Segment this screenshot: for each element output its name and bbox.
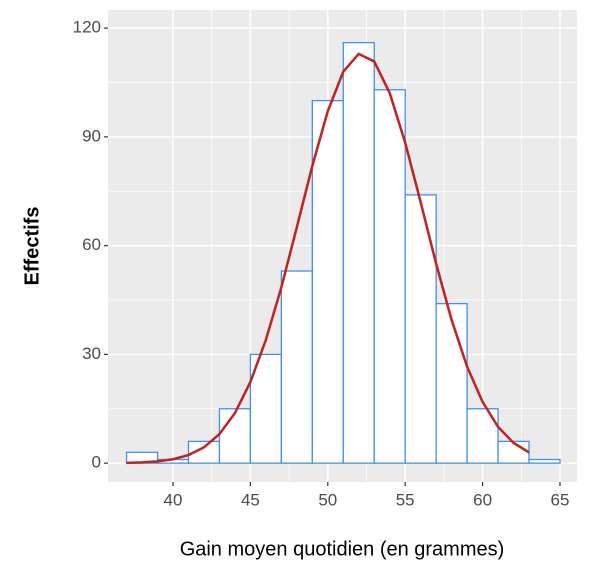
- x-tick-label: 65: [551, 490, 570, 509]
- bar: [373, 89, 406, 464]
- bar: [249, 353, 283, 464]
- density-curve: [126, 52, 530, 465]
- bar: [497, 440, 530, 464]
- y-tick-label: 0: [92, 453, 101, 472]
- bar: [404, 194, 437, 464]
- bar: [528, 458, 561, 464]
- y-axis-label: Effectifs: [21, 207, 43, 286]
- bar: [435, 302, 468, 464]
- bar: [311, 99, 344, 464]
- bar: [342, 41, 375, 464]
- x-tick-label: 60: [473, 490, 492, 509]
- y-tick-label: 90: [82, 126, 101, 145]
- x-tick-label: 45: [241, 490, 260, 509]
- y-tick-label: 30: [82, 344, 101, 363]
- x-tick-label: 55: [396, 490, 415, 509]
- x-tick-label: 40: [164, 490, 183, 509]
- x-tick-label: 50: [318, 490, 337, 509]
- x-axis-label: Gain moyen quotidien (en grammes): [180, 538, 505, 560]
- y-tick-label: 120: [73, 18, 101, 37]
- bar: [466, 408, 499, 464]
- bar: [280, 270, 313, 464]
- bar: [218, 408, 252, 464]
- y-tick-label: 60: [82, 235, 101, 254]
